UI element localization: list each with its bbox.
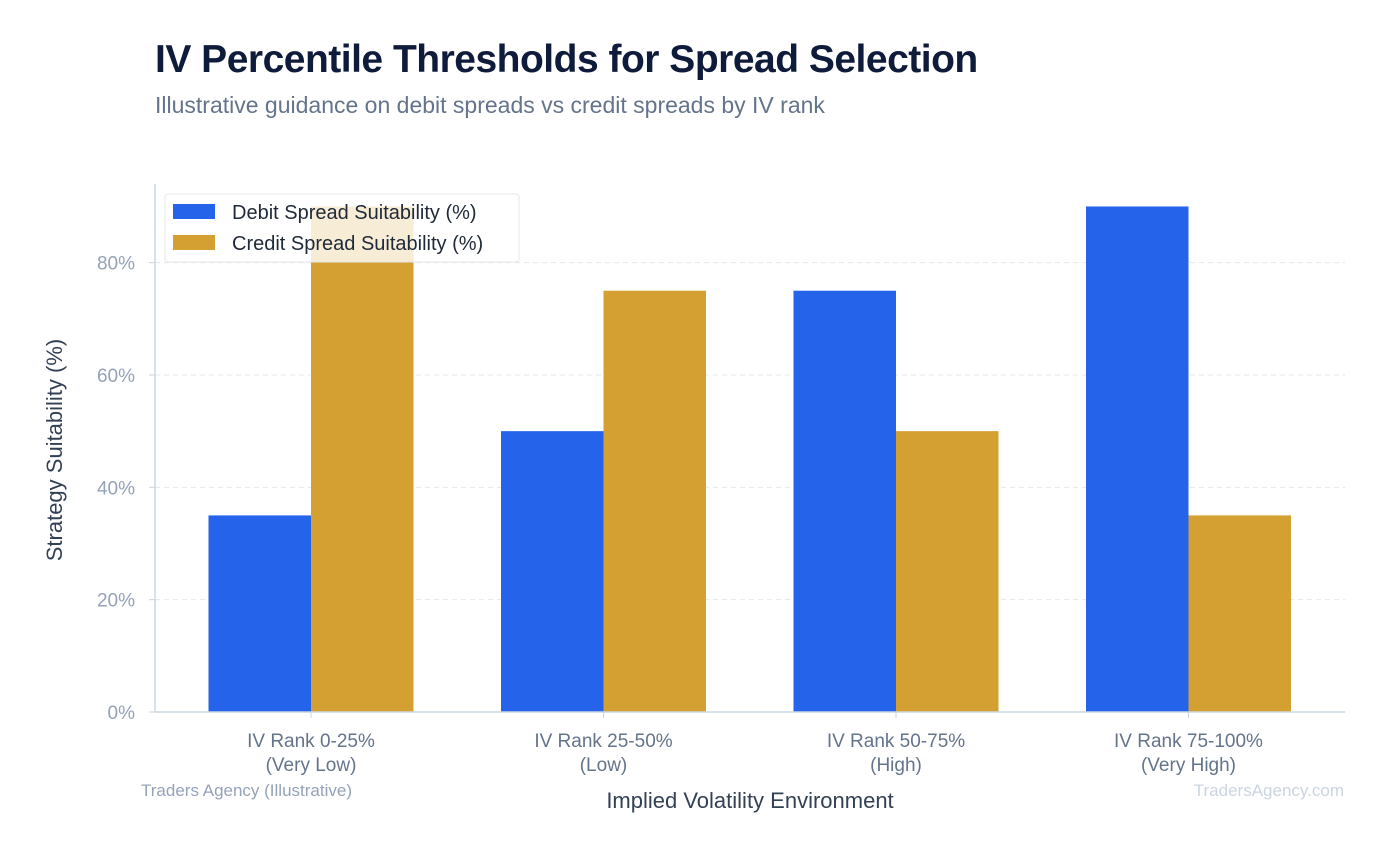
y-tick-label: 40%: [97, 478, 135, 499]
bars: [208, 206, 1291, 712]
legend-label-debit: Debit Spread Suitability (%): [232, 202, 477, 224]
bar-credit: [311, 206, 414, 712]
bar-credit: [1188, 515, 1291, 712]
x-axis-label: Implied Volatility Environment: [606, 788, 893, 813]
y-tick-labels: 0% 20% 40% 60% 80%: [97, 254, 155, 724]
y-axis-label: Strategy Suitability (%): [42, 339, 67, 562]
x-tick-labels: IV Rank 0-25% (Very Low) IV Rank 25-50% (Lo…: [247, 712, 1263, 776]
x-tick-label: IV Rank 50-75%: [827, 731, 965, 752]
bar-debit: [1086, 206, 1189, 712]
source-label: Traders Agency (Illustrative): [141, 781, 352, 800]
x-tick-label: (Very High): [1141, 755, 1236, 776]
x-tick-label: IV Rank 75-100%: [1114, 731, 1263, 752]
axes: [154, 184, 1345, 713]
chart-title: IV Percentile Thresholds for Spread Sele…: [155, 38, 978, 81]
x-tick-label: (Low): [580, 755, 628, 776]
x-tick-label: IV Rank 25-50%: [534, 731, 672, 752]
y-tick-label: 80%: [97, 254, 135, 275]
bar-credit: [896, 431, 999, 712]
y-tick-label: 20%: [97, 591, 135, 612]
x-tick-label: (High): [870, 755, 922, 776]
legend-swatch-debit: [173, 204, 215, 219]
legend: Debit Spread Suitability (%) Credit Spre…: [164, 193, 520, 263]
bar-debit: [208, 515, 311, 712]
bar-debit: [793, 290, 896, 712]
legend-label-credit: Credit Spread Suitability (%): [232, 233, 483, 255]
legend-swatch-credit: [173, 235, 215, 250]
x-tick-label: (Very Low): [266, 755, 357, 776]
bar-credit: [603, 290, 706, 712]
watermark: TradersAgency.com: [1194, 781, 1344, 800]
chart-subtitle: Illustrative guidance on debit spreads v…: [155, 92, 825, 118]
legend-box: [164, 193, 520, 263]
y-tick-label: 60%: [97, 366, 135, 387]
y-tick-label: 0%: [108, 703, 136, 724]
x-tick-label: IV Rank 0-25%: [247, 731, 375, 752]
bar-debit: [501, 431, 604, 712]
